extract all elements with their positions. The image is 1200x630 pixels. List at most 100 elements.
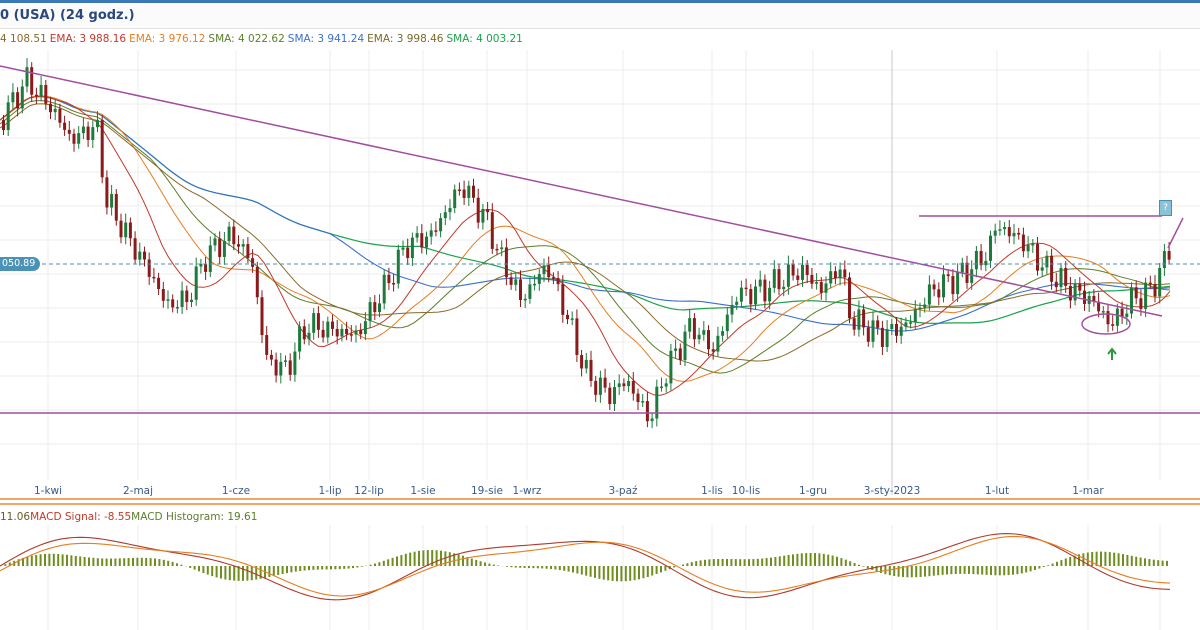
macd-bar-119 xyxy=(523,566,526,568)
macd-bar-195 xyxy=(858,564,860,566)
candle-body-248 xyxy=(1167,251,1171,260)
macd-bar-150 xyxy=(660,566,662,573)
candle-body-216 xyxy=(1017,232,1021,235)
macd-bar-95 xyxy=(418,550,420,566)
macd-bar-12 xyxy=(52,553,55,566)
macd-bar-5 xyxy=(22,557,24,566)
macd-bar-217 xyxy=(954,566,957,574)
macd-bar-172 xyxy=(756,558,759,566)
candle-body-25 xyxy=(119,220,123,238)
candle-body-190 xyxy=(895,324,898,336)
macd-bar-40 xyxy=(176,563,178,566)
candle-body-87 xyxy=(410,237,414,259)
macd-bar-1 xyxy=(4,564,7,566)
candle-body-218 xyxy=(1026,244,1030,252)
candle-body-200 xyxy=(942,274,945,298)
candle-body-148 xyxy=(697,334,701,340)
macd-bar-226 xyxy=(994,566,997,576)
macd-bar-90 xyxy=(396,556,398,566)
candle-body-205 xyxy=(965,262,969,283)
info-badge[interactable]: ? xyxy=(1159,200,1172,216)
candle-body-194 xyxy=(913,309,917,323)
macd-bar-134 xyxy=(589,566,592,577)
candle-body-192 xyxy=(904,322,908,327)
macd-bar-170 xyxy=(748,559,750,566)
candle-body-28 xyxy=(133,238,137,260)
macd-bar-153 xyxy=(673,566,676,568)
macd-bar-148 xyxy=(651,566,654,576)
macd-bar-72 xyxy=(316,566,319,570)
macd-bar-155 xyxy=(682,564,684,566)
candle-body-164 xyxy=(772,269,776,288)
candle-body-109 xyxy=(514,279,518,285)
macd-bar-257 xyxy=(1130,555,1133,566)
macd-bar-73 xyxy=(321,566,324,570)
candle-body-229 xyxy=(1078,284,1082,291)
candle-body-130 xyxy=(613,387,616,404)
macd-bar-187 xyxy=(822,553,825,566)
candle-body-204 xyxy=(960,262,964,273)
candle-body-208 xyxy=(979,250,983,266)
candle-body-221 xyxy=(1040,267,1044,271)
candle-body-84 xyxy=(396,249,400,284)
candle-body-66 xyxy=(312,313,316,333)
macd-line xyxy=(0,533,1171,601)
macd-bar-62 xyxy=(272,566,275,576)
macd-bar-225 xyxy=(990,566,992,576)
macd-bar-204 xyxy=(897,566,900,577)
candle-body-85 xyxy=(401,247,405,250)
macd-bar-24 xyxy=(105,558,108,566)
macd-bar-82 xyxy=(360,566,363,567)
macd-bar-75 xyxy=(330,566,332,570)
candle-body-235 xyxy=(1106,311,1110,325)
macd-bar-93 xyxy=(409,552,412,566)
candle-body-158 xyxy=(744,287,748,290)
macd-bar-6 xyxy=(26,556,29,566)
macd-bar-89 xyxy=(391,557,394,566)
macd-bar-8 xyxy=(35,554,38,566)
macd-bar-4 xyxy=(17,559,20,566)
macd-bar-129 xyxy=(567,566,570,572)
x-tick-label-7: 1-wrz xyxy=(513,485,542,497)
macd-bar-200 xyxy=(880,566,882,573)
macd-bar-15 xyxy=(66,554,68,566)
candle-body-219 xyxy=(1031,243,1035,246)
macd-bar-68 xyxy=(299,566,302,571)
macd-bar-256 xyxy=(1126,554,1129,566)
candle-body-113 xyxy=(533,283,537,286)
macd-bar-33 xyxy=(145,557,148,566)
candle-body-93 xyxy=(439,218,443,232)
candle-body-97 xyxy=(457,189,461,192)
macd-bar-53 xyxy=(233,566,236,581)
x-tick-label-4: 12-lip xyxy=(354,485,384,497)
macd-bar-102 xyxy=(448,552,451,566)
macd-bar-247 xyxy=(1086,552,1089,566)
x-tick-label-9: 1-lis xyxy=(701,485,723,497)
macd-bar-56 xyxy=(246,566,249,581)
candle-body-129 xyxy=(608,387,612,404)
macd-bar-252 xyxy=(1108,552,1111,566)
macd-bar-142 xyxy=(624,566,627,582)
candle-body-15 xyxy=(72,133,76,144)
candle-body-86 xyxy=(406,247,410,259)
candle-body-32 xyxy=(152,276,156,279)
macd-bar-239 xyxy=(1051,563,1054,566)
title-bar: 0 (USA) (24 godz.) xyxy=(0,3,1200,29)
macd-signal-line xyxy=(0,535,1171,597)
macd-bar-192 xyxy=(844,559,847,566)
candle-body-183 xyxy=(862,309,866,328)
macd-bar-118 xyxy=(519,566,522,568)
candle-body-46 xyxy=(218,238,222,257)
candle-body-247 xyxy=(1162,251,1166,268)
macd-bar-207 xyxy=(910,566,913,578)
candle-body-167 xyxy=(786,264,790,287)
macd-bar-179 xyxy=(787,554,790,566)
candle-body-12 xyxy=(58,108,62,123)
macd-bar-190 xyxy=(836,556,838,566)
macd-bar-36 xyxy=(158,559,161,566)
macd-bar-177 xyxy=(778,556,781,566)
macd-bar-59 xyxy=(259,566,262,579)
candle-body-51 xyxy=(241,244,245,247)
x-tick-label-14: 1-mar xyxy=(1072,485,1104,497)
